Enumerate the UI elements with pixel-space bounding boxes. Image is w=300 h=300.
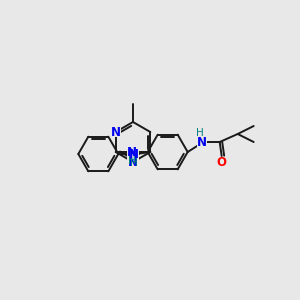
- Text: N: N: [129, 148, 139, 160]
- Text: N: N: [111, 125, 121, 139]
- FancyBboxPatch shape: [127, 157, 136, 165]
- Text: H: H: [196, 128, 204, 138]
- Text: O: O: [217, 155, 227, 169]
- Text: H: H: [130, 158, 138, 168]
- FancyBboxPatch shape: [127, 148, 137, 157]
- Text: N: N: [197, 136, 207, 148]
- FancyBboxPatch shape: [195, 129, 204, 137]
- Text: N: N: [128, 155, 138, 169]
- FancyBboxPatch shape: [130, 159, 139, 167]
- FancyBboxPatch shape: [217, 158, 227, 166]
- FancyBboxPatch shape: [110, 128, 121, 136]
- Text: H: H: [128, 156, 136, 166]
- FancyBboxPatch shape: [197, 137, 207, 146]
- FancyBboxPatch shape: [128, 158, 139, 166]
- FancyBboxPatch shape: [129, 149, 139, 158]
- Text: N: N: [127, 146, 137, 158]
